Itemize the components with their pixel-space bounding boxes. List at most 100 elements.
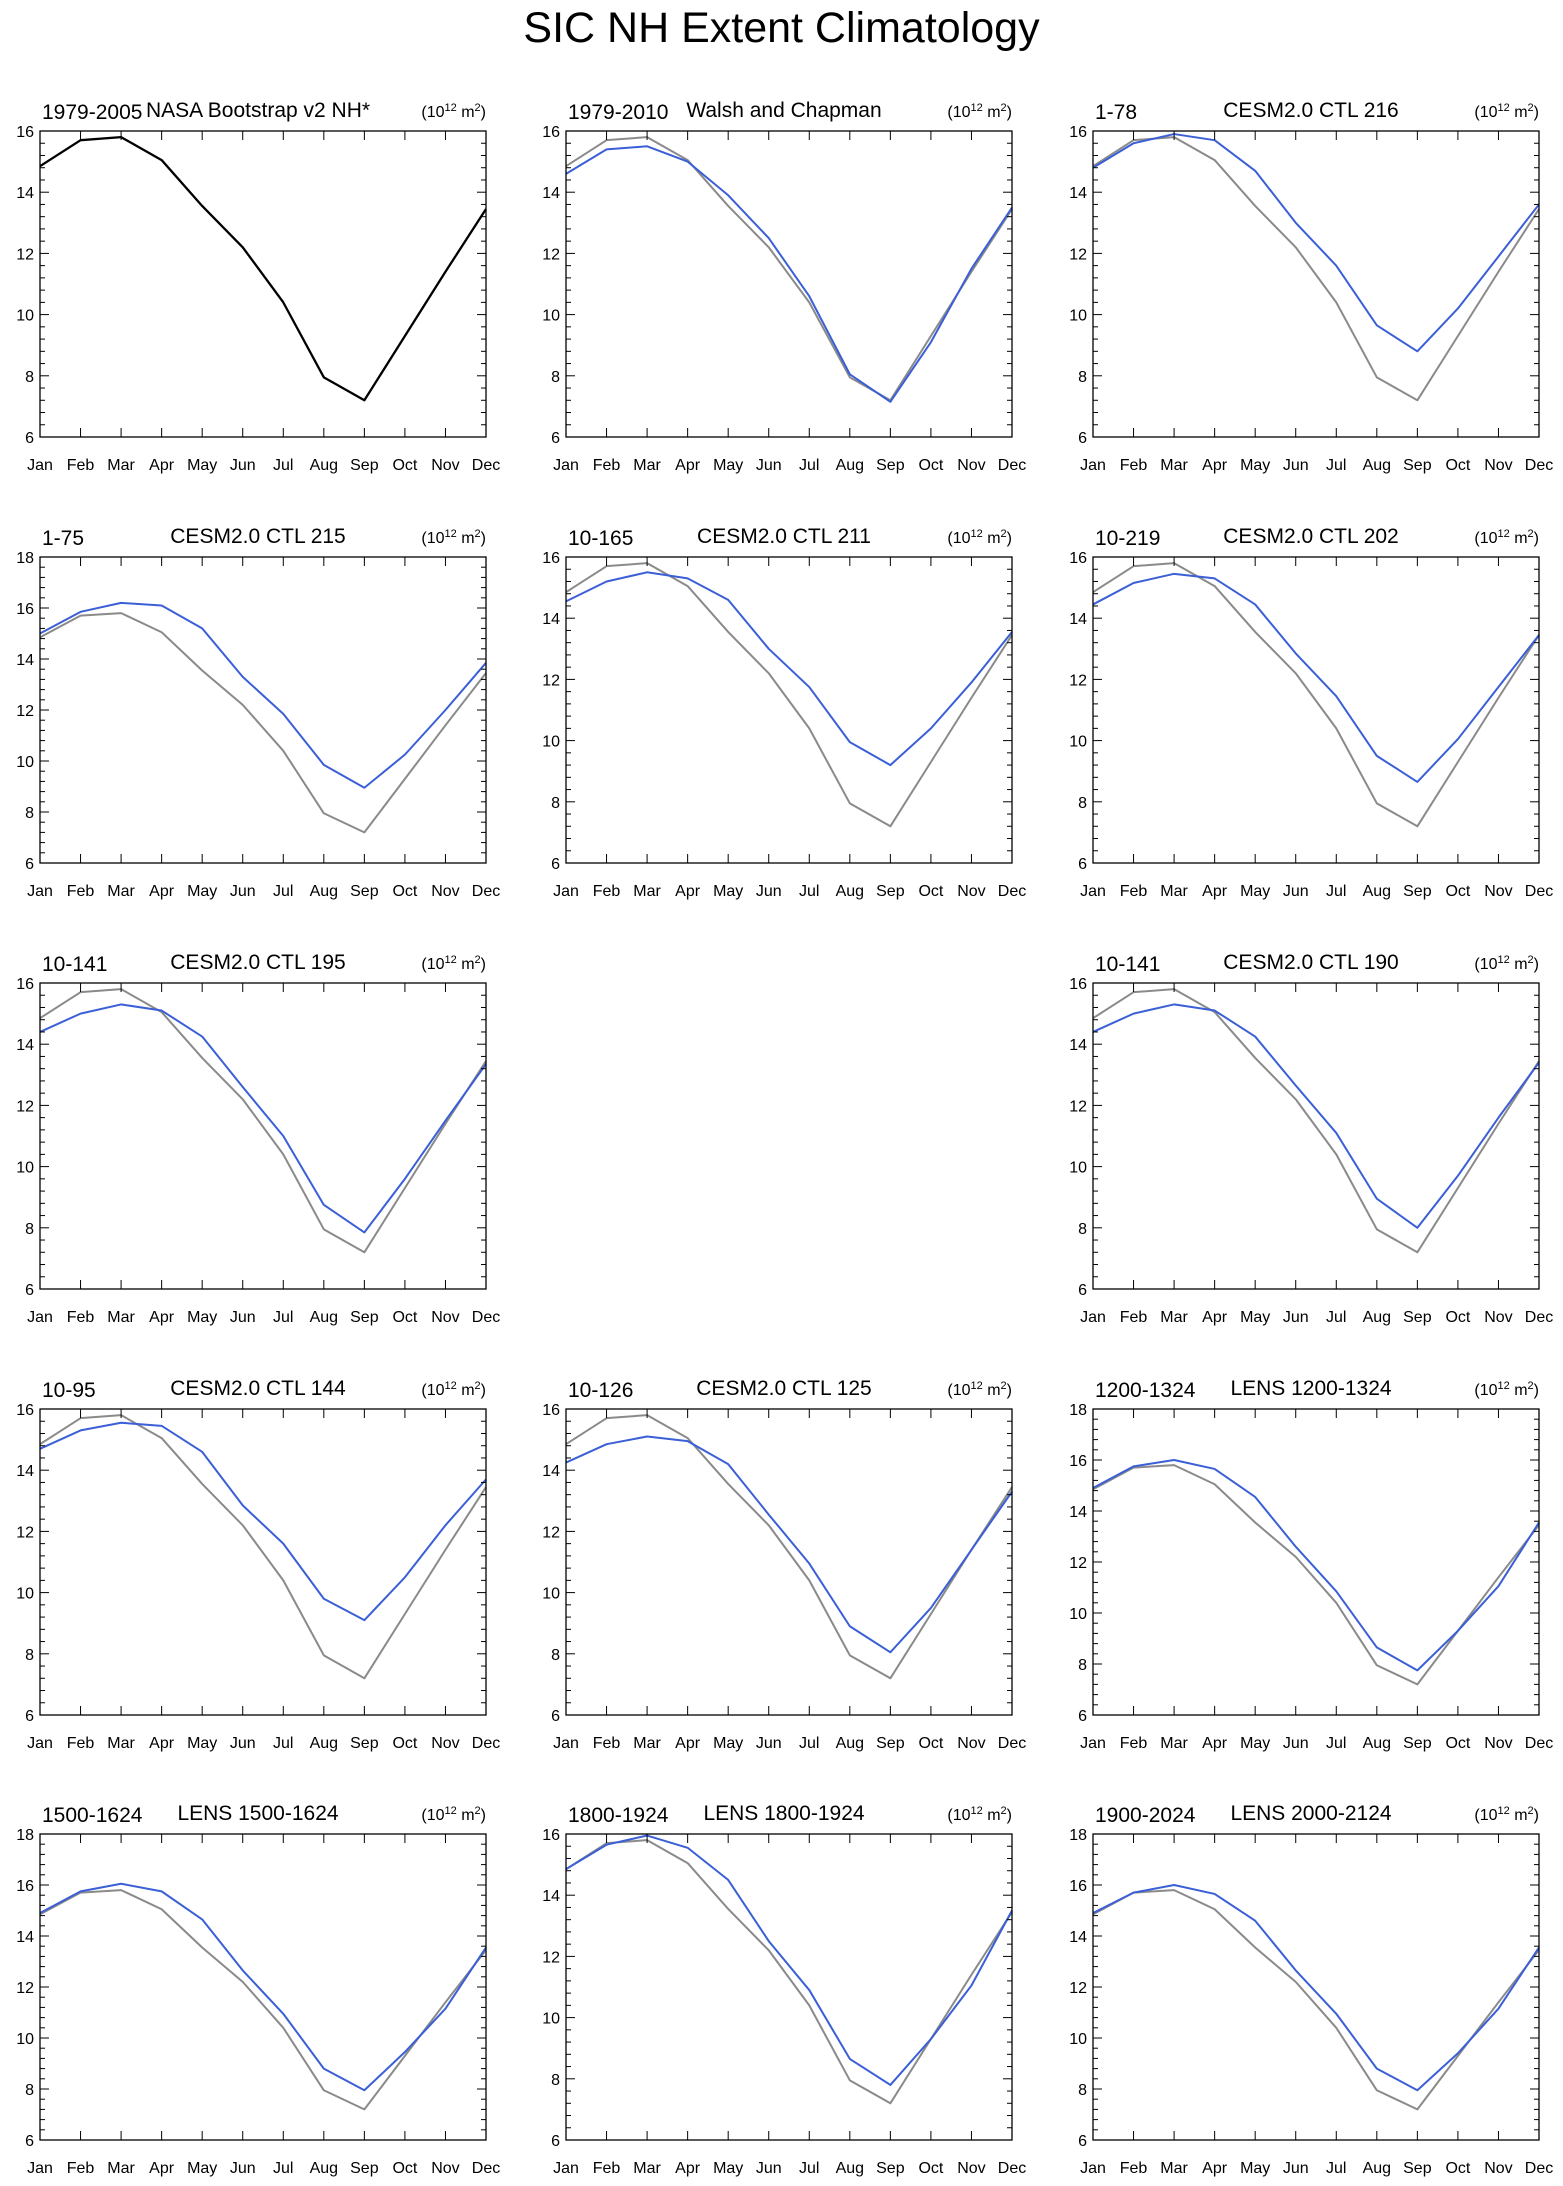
y-tick-label: 6 (1078, 856, 1087, 873)
plot-frame (1092, 556, 1540, 864)
x-tick-label: Jan (553, 1735, 579, 1752)
y-tick-label: 16 (16, 124, 34, 141)
x-tick-label: Oct (918, 2160, 943, 2177)
x-tick-label: Jul (273, 2160, 293, 2177)
panel-left-title: 10-126 (568, 1379, 633, 1402)
panel-unit-label: (1012 m2) (421, 102, 486, 121)
x-tick-label: Mar (633, 2160, 661, 2177)
y-tick-label: 14 (1069, 611, 1087, 628)
panel-center-title: NASA Bootstrap v2 NH* (146, 99, 370, 122)
x-tick-label: Apr (149, 883, 175, 900)
x-tick-label: Sep (1403, 1735, 1432, 1752)
x-tick-label: Nov (431, 2160, 459, 2177)
x-tick-label: May (1240, 2160, 1270, 2177)
x-tick-label: Nov (957, 457, 985, 474)
x-tick-label: Feb (67, 2160, 95, 2177)
model-line (1092, 133, 1540, 353)
y-tick-label: 12 (542, 1949, 560, 1966)
model-line (1092, 1884, 1540, 2092)
y-tick-label: 14 (1069, 1037, 1087, 1054)
x-tick-label: Aug (310, 457, 338, 474)
x-tick-label: Jul (273, 457, 293, 474)
reference-line (565, 136, 1013, 402)
plot-frame (565, 130, 1013, 438)
panel-unit-label: (1012 m2) (1474, 1805, 1539, 1824)
y-tick-label: 6 (551, 430, 560, 447)
x-tick-label: Apr (1202, 2160, 1228, 2177)
x-tick-label: Aug (836, 2160, 864, 2177)
model-line (1092, 1003, 1540, 1229)
panel-left-title: 10-95 (42, 1379, 96, 1402)
x-tick-label: May (713, 2160, 743, 2177)
y-tick-label: 8 (1078, 369, 1087, 386)
y-tick-label: 10 (1069, 1160, 1087, 1177)
y-tick-label: 14 (542, 1888, 560, 1905)
y-tick-label: 10 (1069, 734, 1087, 751)
y-tick-label: 8 (1078, 795, 1087, 812)
reference-line (565, 1414, 1013, 1680)
series-group (39, 135, 487, 402)
x-tick-label: Mar (1160, 457, 1188, 474)
panel-unit-label: (1012 m2) (1474, 528, 1539, 547)
y-tick-label: 8 (25, 1647, 34, 1664)
x-tick-label: Oct (392, 1735, 417, 1752)
x-tick-label: Jul (1326, 2160, 1346, 2177)
x-tick-label: Jun (1283, 2160, 1309, 2177)
x-tick-label: Nov (957, 883, 985, 900)
y-tick-label: 16 (542, 124, 560, 141)
chart-panel-12: 1500-1624 LENS 1500-1624 (1012 m2) 6 8 10 12 14… (16, 1802, 500, 2177)
y-tick-label: 10 (1069, 308, 1087, 325)
series-group (565, 1414, 1013, 1680)
panel-unit-label: (1012 m2) (947, 1380, 1012, 1399)
model-line (565, 145, 1013, 403)
x-tick-label: Dec (998, 1735, 1026, 1752)
y-tick-label: 16 (542, 1402, 560, 1419)
y-tick-label: 8 (25, 805, 34, 822)
y-tick-label: 6 (551, 1708, 560, 1725)
x-tick-label: Sep (350, 457, 379, 474)
y-tick-label: 12 (16, 703, 34, 720)
x-tick-label: Apr (149, 2160, 175, 2177)
plot-frame (565, 1408, 1013, 1716)
x-tick-label: Dec (1525, 883, 1553, 900)
x-tick-label: Mar (633, 883, 661, 900)
x-tick-label: Aug (1363, 2160, 1391, 2177)
x-tick-label: Jul (799, 457, 819, 474)
x-tick-label: Aug (836, 1735, 864, 1752)
x-tick-label: Oct (1445, 457, 1470, 474)
x-tick-label: Feb (1120, 1735, 1148, 1752)
x-tick-label: Nov (1484, 883, 1512, 900)
reference-line (39, 612, 487, 834)
panel-center-title: Walsh and Chapman (686, 99, 881, 122)
panel-unit-label: (1012 m2) (1474, 1380, 1539, 1399)
y-tick-label: 8 (551, 369, 560, 386)
y-tick-label: 14 (16, 1463, 34, 1480)
series-group (565, 1834, 1013, 2105)
panel-left-title: 1200-1324 (1095, 1379, 1196, 1402)
model-line (565, 1435, 1013, 1654)
x-tick-label: Apr (1202, 1309, 1228, 1326)
y-tick-label: 14 (542, 1463, 560, 1480)
y-tick-label: 8 (1078, 1221, 1087, 1238)
reference-line (39, 1414, 487, 1680)
y-tick-label: 10 (16, 1160, 34, 1177)
x-tick-label: May (713, 457, 743, 474)
x-tick-label: Oct (1445, 1309, 1470, 1326)
x-tick-label: Sep (1403, 1309, 1432, 1326)
y-tick-label: 16 (542, 1827, 560, 1844)
x-tick-label: Apr (1202, 883, 1228, 900)
y-tick-label: 12 (16, 1098, 34, 1115)
x-tick-label: Sep (1403, 457, 1432, 474)
y-tick-label: 14 (1069, 1504, 1087, 1521)
panel-center-title: CESM2.0 CTL 211 (697, 525, 871, 548)
y-tick-label: 12 (542, 246, 560, 263)
x-tick-label: Aug (310, 1735, 338, 1752)
series-group (565, 562, 1013, 828)
plot-frame (39, 982, 487, 1290)
y-tick-label: 16 (1069, 1453, 1087, 1470)
x-tick-label: Dec (998, 457, 1026, 474)
x-tick-label: Dec (472, 883, 500, 900)
y-tick-label: 16 (16, 976, 34, 993)
x-tick-label: May (1240, 1735, 1270, 1752)
y-tick-label: 18 (16, 1827, 34, 1844)
